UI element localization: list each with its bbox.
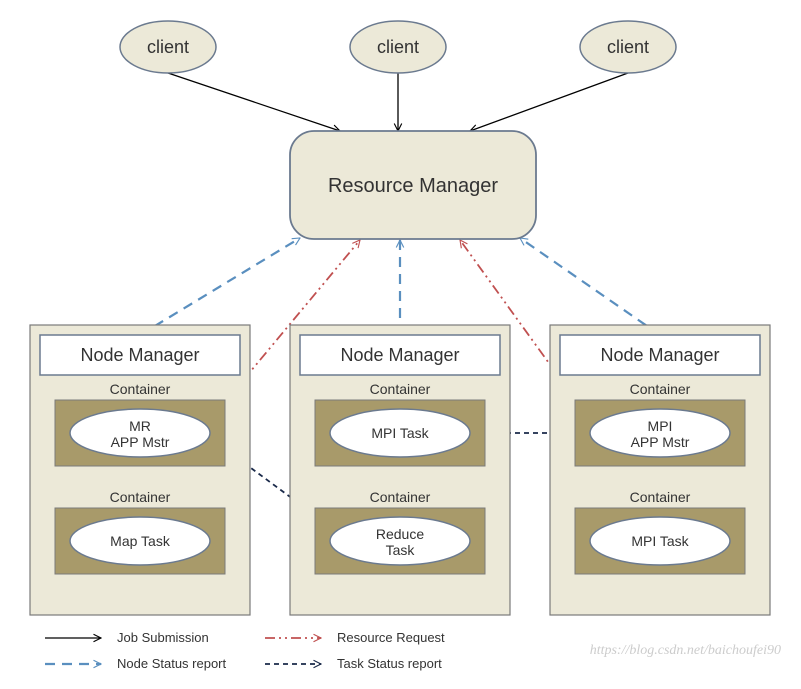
node-manager-title: Node Manager [80,345,199,365]
node-manager-title: Node Manager [340,345,459,365]
container-label: Container [110,489,171,505]
task-label: MPI [648,418,673,434]
edge-job-submission [470,73,628,131]
task-label: Reduce [376,526,424,542]
container-label: Container [630,489,691,505]
edge-node-status [140,238,300,335]
client-label: client [607,37,649,57]
edge-job-submission [168,73,340,131]
container-label: Container [370,381,431,397]
legend-label: Node Status report [117,656,227,671]
task-label: MPI Task [631,533,689,549]
client-label: client [147,37,189,57]
task-label: Map Task [110,533,171,549]
container-label: Container [370,489,431,505]
legend-label: Resource Request [337,630,445,645]
task-label: APP Mstr [631,434,690,450]
container-label: Container [110,381,171,397]
container-label: Container [630,381,691,397]
task-label: MPI Task [371,425,429,441]
edge-node-status [520,238,660,335]
yarn-architecture-diagram: client client client Resource Manager Node M… [0,0,801,689]
legend-label: Job Submission [117,630,209,645]
watermark-text: https://blog.csdn.net/baichoufei90 [590,643,781,659]
resource-manager-label: Resource Manager [328,175,498,197]
legend-label: Task Status report [337,656,442,671]
task-label: MR [129,418,151,434]
node-manager-title: Node Manager [600,345,719,365]
task-label: APP Mstr [111,434,170,450]
task-label: Task [386,542,416,558]
client-label: client [377,37,419,57]
